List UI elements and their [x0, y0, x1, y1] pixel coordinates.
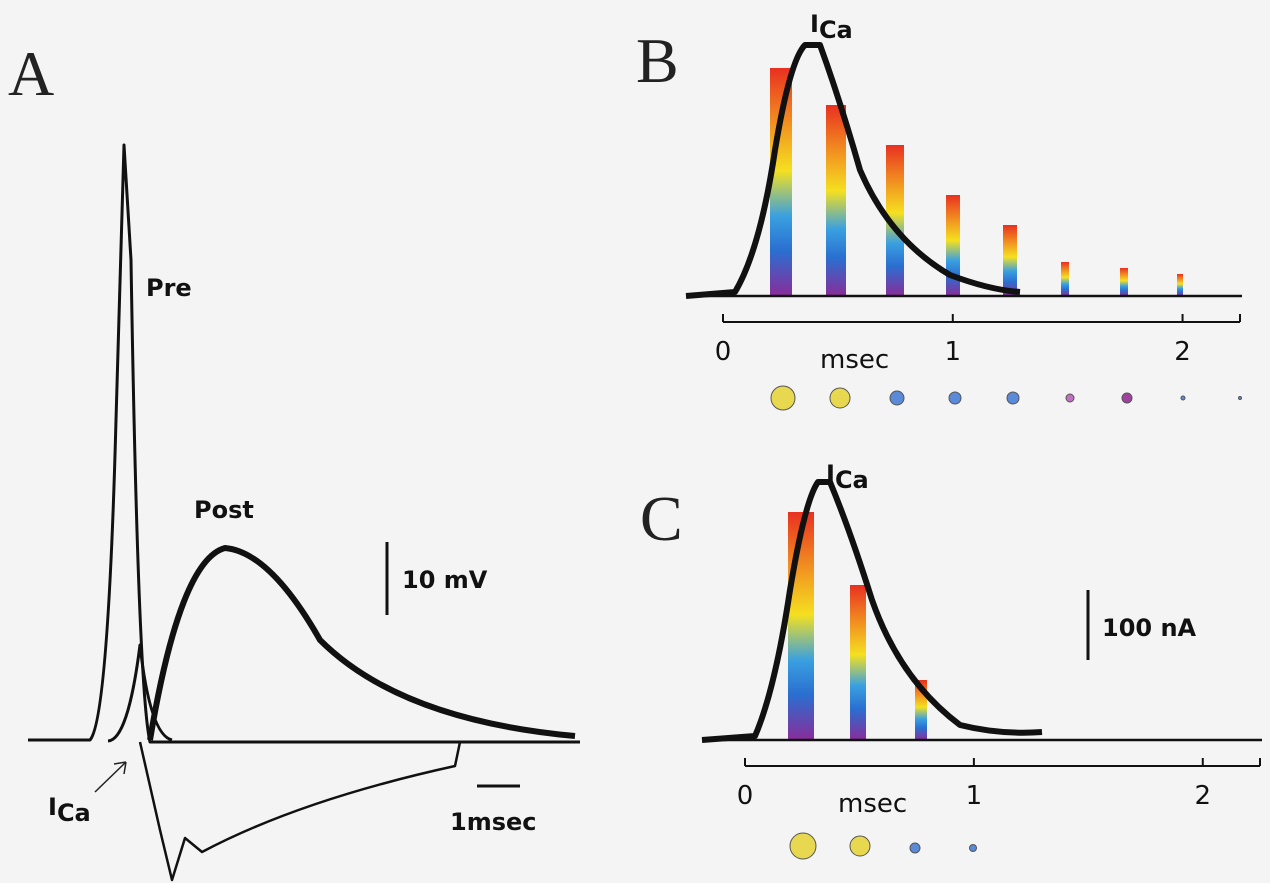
- ica-trace: [138, 741, 462, 882]
- x-axis-label: msec: [820, 345, 889, 375]
- panel-label: B: [636, 25, 679, 96]
- x-axis: 0 1 2: [737, 758, 1261, 811]
- x-tick-label: 0: [715, 337, 732, 367]
- ica-trace: [701, 479, 1043, 743]
- pre-trace: [28, 143, 580, 744]
- x-tick-label: 1: [945, 337, 962, 367]
- ica-main: I: [810, 10, 819, 38]
- ica-label: ICa: [810, 10, 853, 44]
- post-label: Post: [194, 496, 254, 524]
- panel-label: C: [640, 483, 683, 554]
- scale-label: 100 nA: [1102, 614, 1197, 642]
- ica-main: I: [48, 793, 57, 821]
- ica-sub: Ca: [819, 16, 853, 44]
- dots: [770, 385, 1242, 411]
- x-tick-label: 2: [1195, 781, 1212, 811]
- bursts: [788, 512, 927, 740]
- dots: [789, 832, 977, 860]
- small-trace: [107, 643, 173, 743]
- ica-trace: [685, 42, 1021, 299]
- arrow: [94, 761, 127, 793]
- scale-label: 10 mV: [402, 566, 488, 594]
- ica-main: I: [826, 460, 835, 488]
- scale-label: 1msec: [450, 808, 537, 836]
- pre-label: Pre: [146, 274, 192, 302]
- x-axis-label: msec: [838, 789, 907, 819]
- x-tick-label: 0: [737, 781, 754, 811]
- ica-sub: Ca: [835, 466, 869, 494]
- x-axis: 0 1 2: [715, 314, 1241, 367]
- ica-label: ICa: [826, 460, 869, 494]
- ica-sub: Ca: [57, 799, 91, 827]
- x-tick-label: 1: [966, 781, 983, 811]
- ica-label: ICa: [48, 793, 91, 827]
- x-tick-label: 2: [1174, 337, 1191, 367]
- panel-label: A: [8, 38, 54, 109]
- post-trace: [147, 545, 576, 741]
- bursts: [770, 68, 1183, 296]
